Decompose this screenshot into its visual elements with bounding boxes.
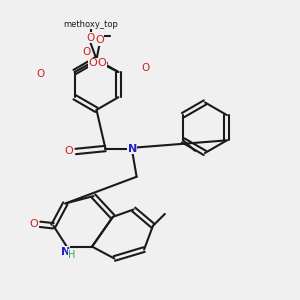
Text: O: O <box>88 58 97 68</box>
Text: N: N <box>128 143 137 154</box>
Text: O: O <box>98 58 106 68</box>
Text: N: N <box>61 247 70 257</box>
Text: O: O <box>30 219 38 229</box>
Text: H: H <box>68 250 76 260</box>
Text: methoxy_top: methoxy_top <box>63 20 118 29</box>
Text: O: O <box>86 33 95 43</box>
Text: O: O <box>95 35 104 45</box>
Text: O: O <box>36 69 44 79</box>
Text: O: O <box>64 146 73 157</box>
Text: O: O <box>141 63 150 73</box>
Text: O: O <box>82 47 90 57</box>
